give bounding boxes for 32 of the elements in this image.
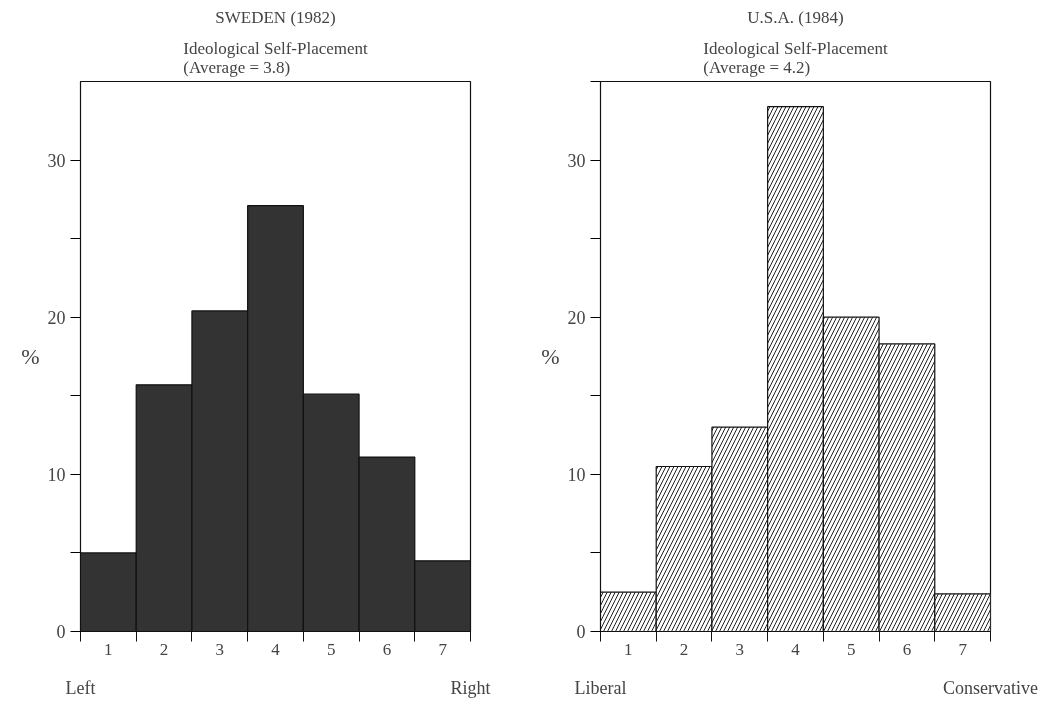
x-tick-label: 1 (104, 639, 113, 659)
text: Liberal (574, 677, 627, 698)
chart-title: U.S.A. (1984) (747, 7, 844, 27)
chart-subtitle: Ideological Self-Placement (Average = 4.2) (703, 38, 889, 77)
y-axis-title: % (21, 344, 40, 369)
y-tick-label: 0 (576, 622, 586, 642)
chart-subtitle: Ideological Self-Placement (Average = 3.8) (183, 38, 369, 77)
y-tick-label: 10 (47, 464, 66, 485)
x-tick-label: 2 (679, 639, 689, 659)
text: Left (65, 677, 96, 698)
x-tick-label: 5 (326, 639, 336, 659)
chart-title: SWEDEN (1982) (215, 7, 336, 27)
x-tick-label: 5 (846, 639, 856, 659)
y-tick-label: 10 (567, 464, 586, 485)
x-tick-label: 4 (791, 639, 801, 659)
x-tick-label: 3 (735, 639, 745, 659)
x-tick-label: 7 (438, 639, 448, 659)
y-tick-label: 30 (47, 150, 66, 171)
x-tick-label: 3 (215, 639, 225, 659)
x-tick-label: 7 (958, 639, 968, 659)
text: Right (450, 677, 491, 698)
y-tick-label: 0 (56, 622, 66, 642)
x-tick-label: 1 (624, 639, 633, 659)
x-tick-label: 4 (271, 639, 281, 659)
y-tick-label: 20 (567, 307, 586, 328)
x-tick-label: 2 (159, 639, 169, 659)
x-tick-label: 6 (382, 639, 392, 659)
x-tick-label: 6 (902, 639, 912, 659)
y-tick-label: 30 (567, 150, 586, 171)
y-axis-title: % (541, 344, 560, 369)
text: Conservative (943, 677, 1038, 698)
y-tick-label: 20 (47, 307, 66, 328)
